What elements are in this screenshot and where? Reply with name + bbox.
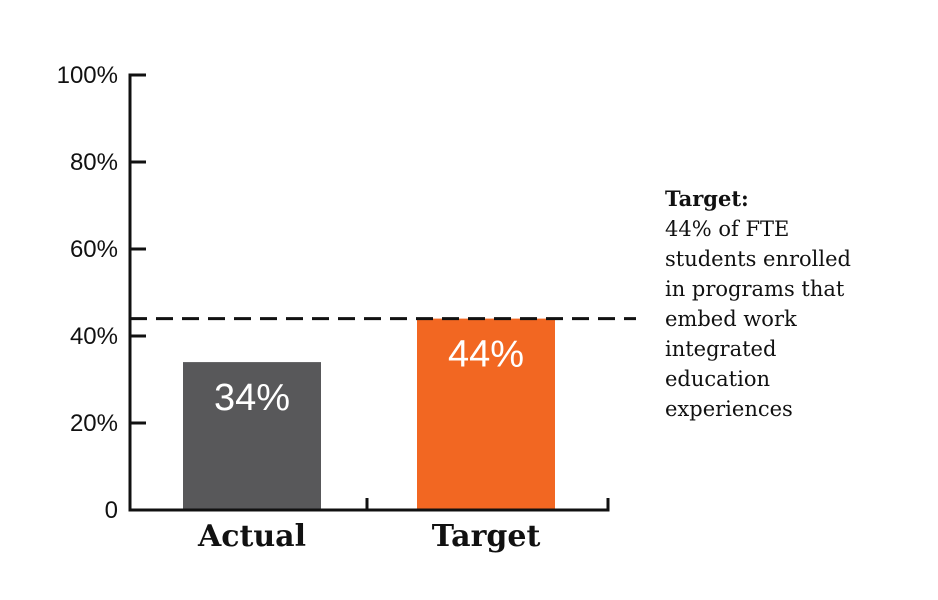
annotation-line: in programs that [665, 277, 845, 301]
annotation-line: students enrolled [665, 247, 851, 271]
annotation-line: 44% of FTE [665, 217, 790, 241]
annotation-line: integrated [665, 337, 777, 361]
annotation-line: education [665, 367, 770, 391]
bar [417, 318, 555, 510]
bar [183, 362, 321, 510]
target-annotation: Target: 44% of FTE students enrolled in … [665, 184, 925, 424]
data-label: 34% [214, 377, 290, 419]
x-tick-label: Actual [197, 519, 306, 554]
y-tick-label: 20% [70, 410, 118, 437]
y-tick-label: 60% [70, 236, 118, 263]
x-tick-label: Target [432, 519, 541, 554]
annotation-line: experiences [665, 397, 793, 421]
data-label: 44% [448, 334, 524, 376]
y-tick-label: 0 [105, 497, 118, 524]
y-tick-label: 40% [70, 323, 118, 350]
annotation-title: Target: [665, 186, 749, 211]
y-tick-label: 80% [70, 149, 118, 176]
annotation-line: embed work [665, 307, 797, 331]
y-tick-label: 100% [57, 62, 118, 89]
